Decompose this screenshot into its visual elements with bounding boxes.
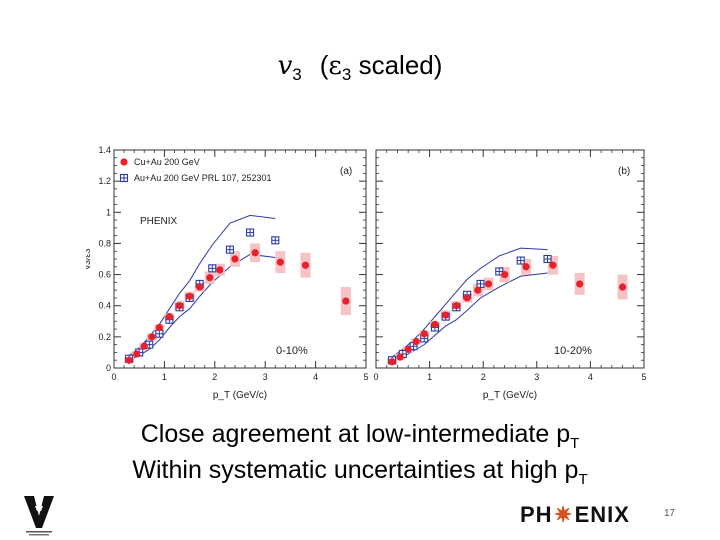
phenix-logo-right: ENIX bbox=[574, 502, 630, 527]
caption-line-2-text: Within systematic uncertainties at high … bbox=[132, 456, 579, 484]
cu-au-point bbox=[301, 261, 310, 269]
x-axis-label: p_T (GeV/c) bbox=[483, 390, 537, 401]
y-tick-label: 0.4 bbox=[98, 301, 111, 311]
cu-au-point bbox=[175, 302, 184, 310]
phenix-star-icon: ✷ bbox=[553, 502, 574, 527]
cu-au-point bbox=[216, 266, 224, 274]
cu-au-point bbox=[576, 280, 584, 288]
caption-line-1: Close agreement at low-intermediate pT bbox=[0, 420, 720, 452]
panel-b: 0 1 2 3 4 5 p_T (GeV/c) (b) 10-20% bbox=[373, 149, 647, 401]
title-rest: scaled) bbox=[351, 50, 443, 80]
cu-au-point bbox=[420, 330, 428, 338]
panel-a: 0 1 2 3 4 5 0 0.2 0.4 0.6 0.8 1 1.2 1.4 p_T (GeV/c) v3/… bbox=[86, 145, 369, 401]
cu-au-point bbox=[206, 274, 214, 282]
cu-au-point bbox=[549, 261, 557, 269]
cu-au-point bbox=[140, 342, 148, 350]
legend-au-au-label: Au+Au 200 GeV PRL 107, 252301 bbox=[134, 173, 272, 183]
panel-label: (b) bbox=[618, 166, 630, 177]
cu-au-point bbox=[618, 283, 627, 291]
title-paren-open: ( bbox=[319, 50, 329, 80]
cu-au-point bbox=[125, 356, 133, 364]
legend-cu-au-label: Cu+Au 200 GeV bbox=[134, 157, 200, 167]
y-tick-label: 0.6 bbox=[98, 270, 111, 280]
cu-au-point bbox=[431, 320, 439, 328]
x-tick-label: 1 bbox=[162, 372, 167, 382]
cu-au-point bbox=[276, 258, 284, 266]
cu-au-point bbox=[231, 255, 239, 263]
centrality-label: 10-20% bbox=[554, 345, 592, 357]
x-tick-label: 3 bbox=[534, 372, 539, 382]
x-axis-label: p_T (GeV/c) bbox=[213, 390, 267, 401]
cu-au-point bbox=[251, 249, 259, 257]
cu-au-point bbox=[186, 292, 194, 300]
slide-title: v3 (ε3 scaled) bbox=[0, 50, 720, 84]
slide-number: 17 bbox=[664, 508, 676, 519]
y-tick-label: 0 bbox=[106, 363, 111, 373]
x-tick-label: 4 bbox=[588, 372, 593, 382]
x-tick-label: 4 bbox=[313, 372, 318, 382]
v3-comparison-figure: 0 1 2 3 4 500.20.40.60.811.21.4p_T (GeV/c)v3/… bbox=[86, 145, 647, 401]
y-tick-label: 1 bbox=[106, 207, 111, 217]
cu-au-point bbox=[396, 353, 404, 361]
cu-au-point bbox=[388, 358, 396, 366]
cu-au-point bbox=[133, 350, 141, 358]
cu-au-point bbox=[404, 345, 412, 353]
x-tick-label: 0 bbox=[111, 372, 116, 382]
title-v: v bbox=[277, 51, 293, 81]
cu-au-point bbox=[148, 333, 156, 341]
cu-au-point bbox=[474, 286, 482, 294]
title-epsilon-subscript: 3 bbox=[341, 65, 352, 84]
centrality-label: 0-10% bbox=[276, 345, 308, 357]
legend-cu-au-marker bbox=[120, 158, 128, 166]
cu-au-point bbox=[155, 323, 163, 332]
x-tick-label: 2 bbox=[481, 372, 486, 382]
plot-frame bbox=[375, 149, 645, 369]
vanderbilt-logo bbox=[24, 496, 54, 536]
cu-au-point bbox=[442, 311, 450, 319]
y-tick-label: 1.4 bbox=[98, 145, 111, 155]
y-tick-label: 1.2 bbox=[98, 176, 111, 186]
x-tick-label: 3 bbox=[263, 372, 268, 382]
cu-au-point bbox=[196, 283, 204, 291]
cu-au-point bbox=[522, 263, 530, 271]
panel-label: (a) bbox=[340, 166, 352, 177]
caption-line-2: Within systematic uncertainties at high … bbox=[0, 456, 720, 488]
x-tick-label: 1 bbox=[427, 372, 432, 382]
y-axis-label: v3/ε3 bbox=[86, 248, 92, 269]
phenix-logo-left: PH bbox=[520, 502, 553, 527]
caption-line-1-text: Close agreement at low-intermediate p bbox=[140, 420, 571, 448]
cu-au-point bbox=[452, 302, 460, 310]
caption-line-2-subscript: T bbox=[578, 471, 588, 488]
experiment-label: PHENIX bbox=[140, 216, 178, 227]
cu-au-point bbox=[165, 313, 174, 321]
x-tick-label: 5 bbox=[363, 372, 368, 382]
y-tick-label: 0.8 bbox=[98, 238, 111, 248]
x-tick-label: 2 bbox=[212, 372, 217, 382]
cu-au-point bbox=[342, 297, 350, 305]
title-v-subscript: 3 bbox=[292, 65, 302, 84]
title-epsilon: ε bbox=[328, 51, 342, 81]
cu-au-point bbox=[412, 337, 420, 346]
phenix-logo: PH✷ENIX bbox=[520, 502, 630, 528]
x-tick-label: 5 bbox=[641, 372, 646, 382]
cu-au-point bbox=[501, 270, 509, 279]
y-tick-label: 0.2 bbox=[98, 332, 111, 342]
cu-au-point bbox=[484, 280, 493, 288]
caption-line-1-subscript: T bbox=[570, 435, 580, 452]
cu-au-point bbox=[463, 294, 471, 302]
x-tick-label: 0 bbox=[373, 372, 378, 382]
